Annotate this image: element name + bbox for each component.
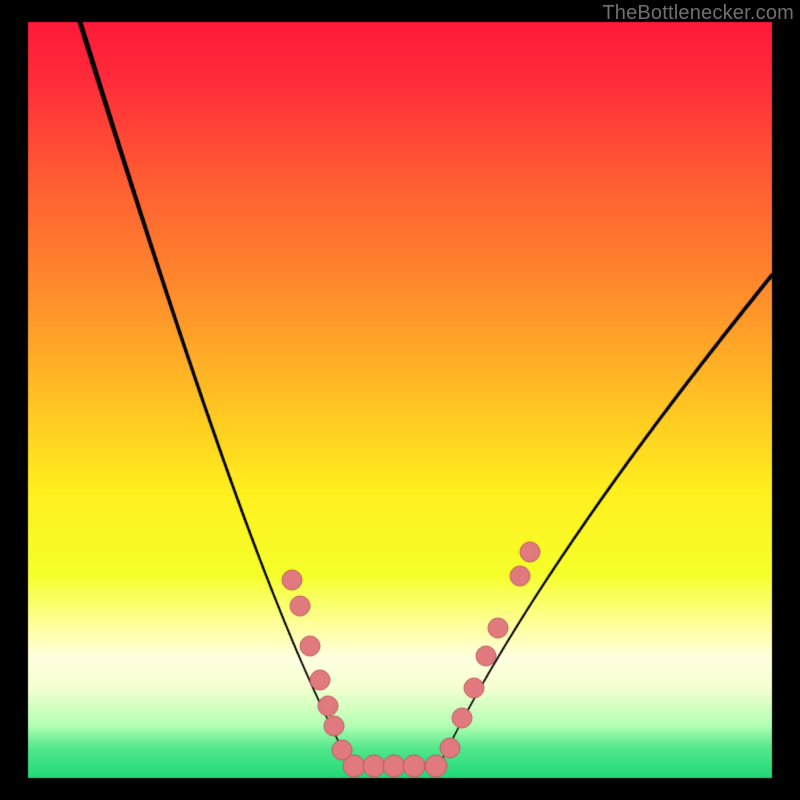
bottleneck-curve <box>0 0 800 800</box>
chart-stage: TheBottlenecker.com <box>0 0 800 800</box>
watermark-text: TheBottlenecker.com <box>602 2 794 25</box>
